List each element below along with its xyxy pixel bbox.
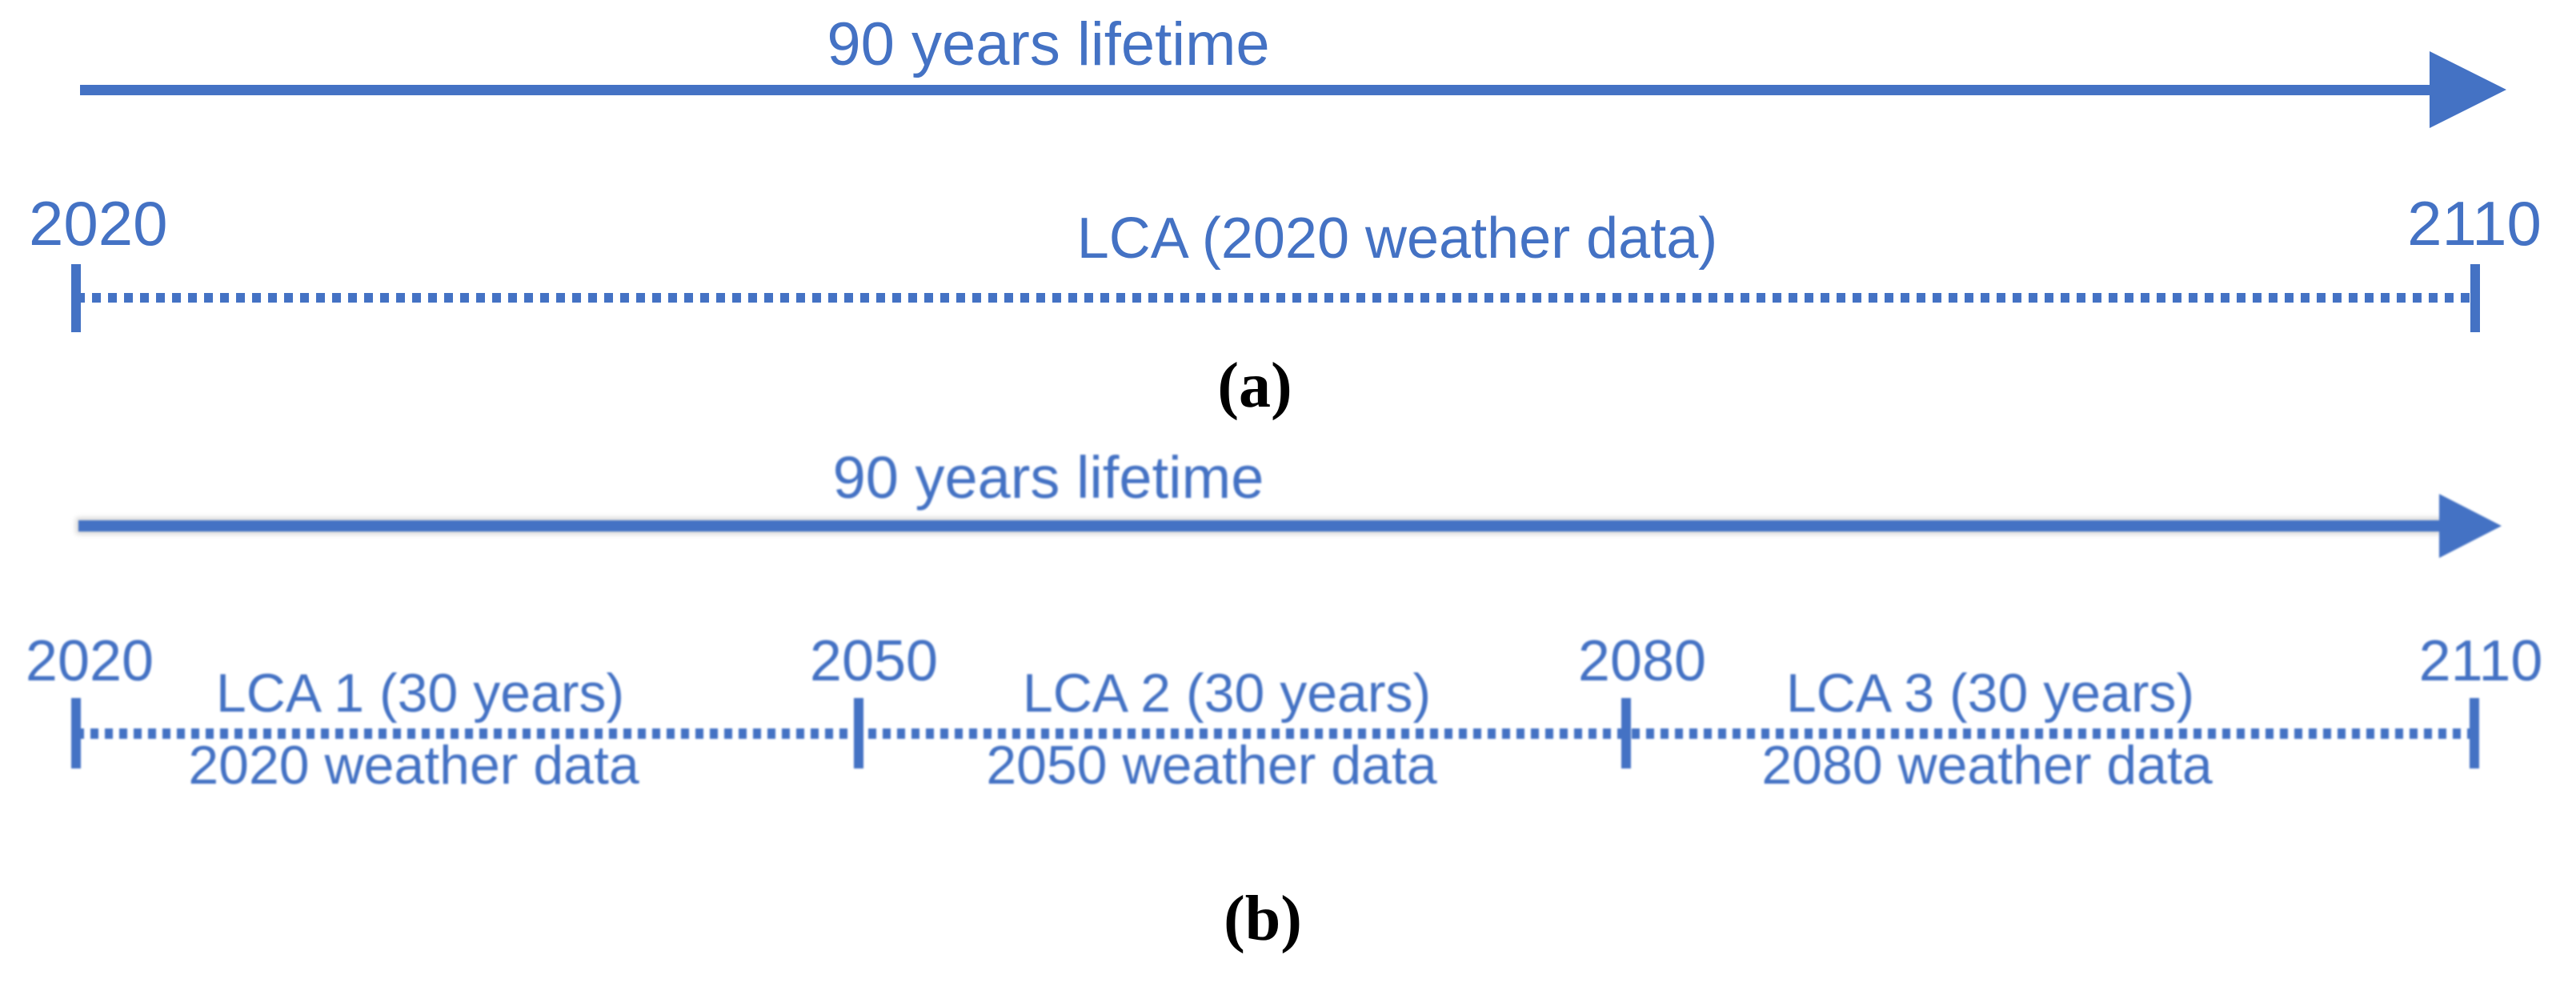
lifetime-arrow-line-a	[80, 85, 2433, 95]
timeline-tick-2050-b	[854, 698, 863, 768]
year-label-2110-b: 2110	[2418, 629, 2543, 693]
segment-title-lca2: LCA 2 (30 years)	[1022, 663, 1432, 724]
segment-title-lca3: LCA 3 (30 years)	[1785, 663, 2195, 724]
timeline-tick-end-a	[2470, 264, 2480, 332]
year-label-end-a: 2110	[2407, 188, 2542, 259]
timeline-dotted-line-b	[76, 728, 2476, 739]
lifetime-arrow-line-b	[78, 520, 2439, 532]
timeline-tick-2110-b	[2470, 698, 2479, 768]
lca-span-label-a: LCA (2020 weather data)	[1076, 207, 1718, 271]
lifetime-label-a: 90 years lifetime	[827, 10, 1270, 78]
segment-subtitle-lca1: 2020 weather data	[188, 735, 639, 796]
year-label-start-a: 2020	[29, 188, 168, 259]
segment-title-lca1: LCA 1 (30 years)	[215, 663, 625, 724]
year-label-2080-b: 2080	[1577, 629, 1707, 693]
segment-subtitle-lca3: 2080 weather data	[1761, 735, 2213, 796]
timeline-tick-2080-b	[1621, 698, 1631, 768]
arrowhead-icon-b	[2439, 494, 2502, 558]
segment-subtitle-lca2: 2050 weather data	[986, 735, 1437, 796]
caption-b: (b)	[1224, 884, 1302, 954]
caption-a: (a)	[1217, 351, 1292, 421]
lifetime-label-b: 90 years lifetime	[832, 444, 1264, 511]
timeline-tick-2020-b	[71, 698, 81, 768]
year-label-2020-b: 2020	[25, 629, 154, 693]
arrowhead-icon-a	[2430, 51, 2506, 128]
timeline-dotted-line-a	[76, 293, 2475, 303]
timeline-tick-start-a	[71, 264, 81, 332]
year-label-2050-b: 2050	[809, 629, 939, 693]
